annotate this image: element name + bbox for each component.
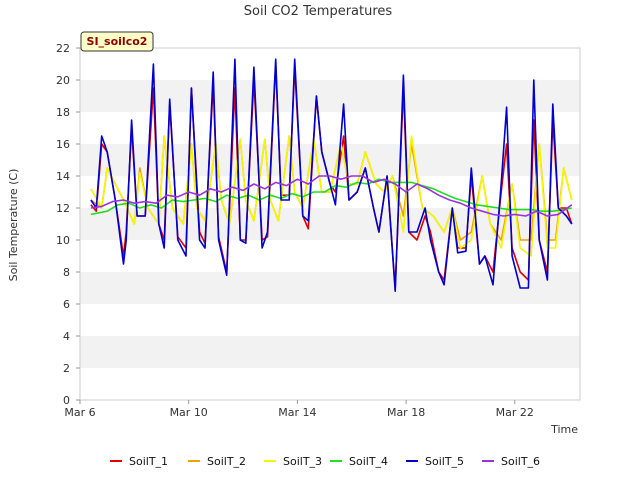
series-lines <box>90 58 573 293</box>
y-tick-label: 14 <box>56 170 70 183</box>
y-tick-label: 16 <box>56 138 70 151</box>
legend-label: SoilT_2 <box>207 455 246 468</box>
x-tick-label: Mar 10 <box>170 406 208 419</box>
grid-band <box>80 80 580 112</box>
site-badge-box <box>80 31 154 52</box>
chart-legend: SoilT_1 SoilT_2 SoilT_3 SoilT_4 SoilT_5 SoilT… <box>110 455 540 468</box>
y-tick-label: 6 <box>63 298 70 311</box>
series-line-soilt-3 <box>90 135 573 257</box>
grid-band <box>80 240 580 272</box>
y-tick-label: 10 <box>56 234 70 247</box>
x-tick-label: Mar 22 <box>496 406 534 419</box>
site-badge-label: SI_soilco2 <box>87 35 148 48</box>
y-tick-label: 2 <box>63 362 70 375</box>
site-badge: SI_soilco2 <box>80 31 154 52</box>
chart-title: Soil CO2 Temperatures <box>244 4 393 19</box>
grid-band <box>80 48 580 80</box>
y-axis-label: Soil Temperature (C) <box>7 169 20 282</box>
y-tick-label: 18 <box>56 106 70 119</box>
series-line-soilt-6 <box>90 175 573 217</box>
x-axis-label: Time <box>550 423 578 436</box>
y-axis-ticks: 0 2 4 6 8 10 12 14 16 18 20 22 <box>56 42 80 407</box>
y-tick-label: 12 <box>56 202 70 215</box>
series-line-soilt-5 <box>90 58 573 293</box>
x-tick-label: Mar 6 <box>64 406 95 419</box>
grid-band <box>80 368 580 400</box>
x-axis-ticks: Mar 6 Mar 10 Mar 14 Mar 18 Mar 22 <box>64 400 534 419</box>
legend-label: SoilT_3 <box>283 455 322 468</box>
y-tick-label: 22 <box>56 42 70 55</box>
grid-band <box>80 336 580 368</box>
legend-label: SoilT_5 <box>425 455 464 468</box>
y-tick-label: 4 <box>63 330 70 343</box>
x-tick-label: Mar 18 <box>387 406 425 419</box>
legend-label: SoilT_4 <box>349 455 388 468</box>
plot-frame <box>79 47 581 401</box>
y-tick-label: 20 <box>56 74 70 87</box>
legend-label: SoilT_6 <box>501 455 540 468</box>
grid-band <box>80 272 580 304</box>
y-tick-label: 0 <box>63 394 70 407</box>
legend-label: SoilT_1 <box>129 455 168 468</box>
y-tick-label: 8 <box>63 266 70 279</box>
grid-band <box>80 304 580 336</box>
x-tick-label: Mar 14 <box>278 406 316 419</box>
